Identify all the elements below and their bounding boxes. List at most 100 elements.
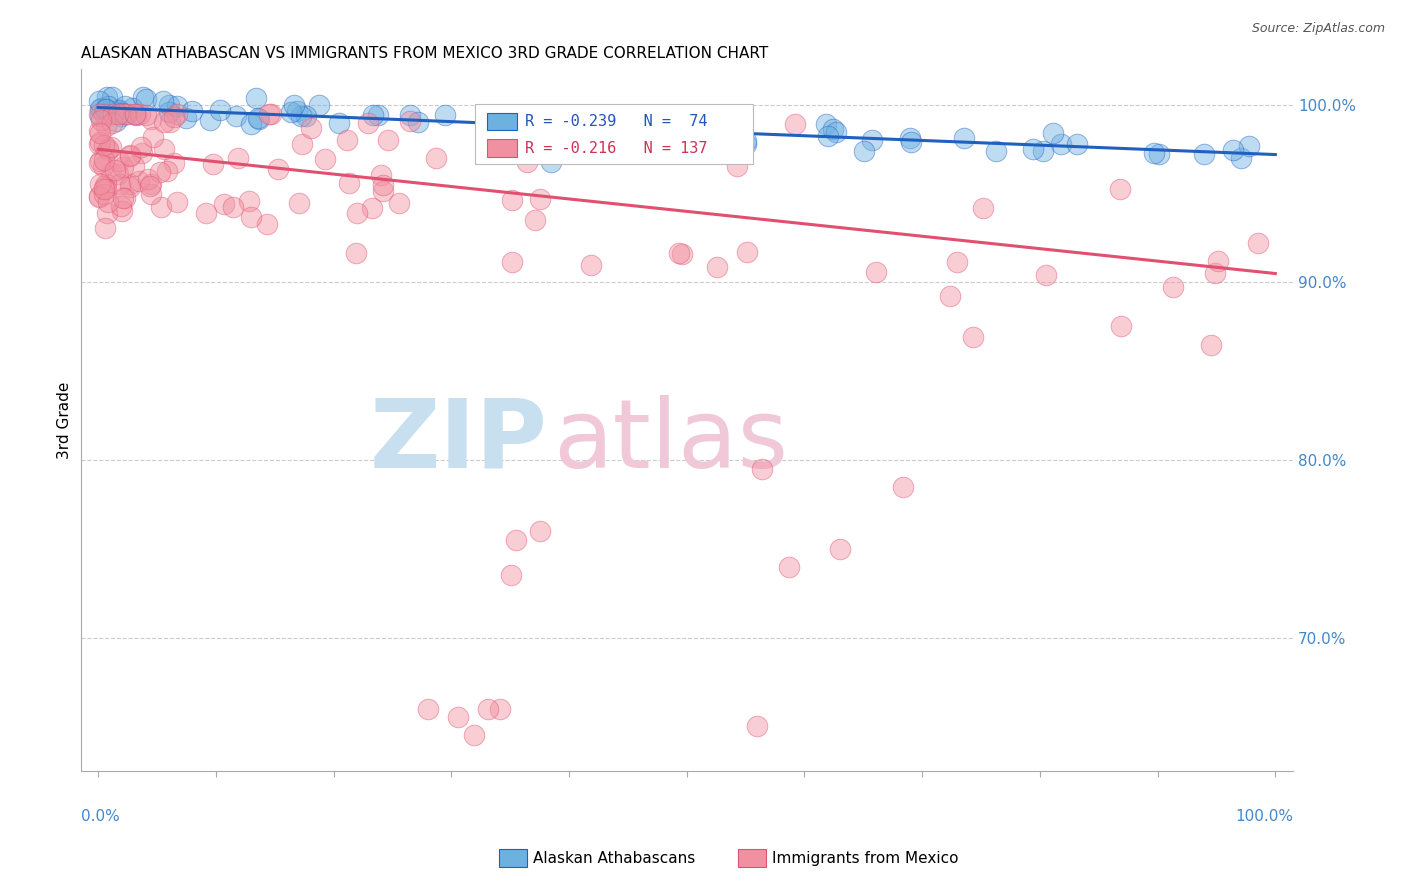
Point — [89, 190, 111, 204]
FancyBboxPatch shape — [475, 104, 754, 164]
Point — [163, 111, 186, 125]
Point — [830, 541, 852, 556]
Point — [114, 98, 136, 112]
Point — [267, 161, 290, 176]
Point — [299, 121, 322, 136]
Point — [783, 117, 806, 131]
Point — [107, 167, 129, 181]
Point — [1222, 143, 1244, 157]
Point — [93, 182, 115, 196]
Text: Source: ZipAtlas.com: Source: ZipAtlas.com — [1251, 22, 1385, 36]
Point — [447, 710, 470, 724]
Point — [94, 102, 117, 116]
Point — [156, 164, 179, 178]
Point — [107, 106, 129, 120]
Point — [290, 109, 312, 123]
Point — [501, 193, 523, 207]
Point — [120, 149, 142, 163]
Text: 0.0%: 0.0% — [80, 809, 120, 824]
Point — [1066, 136, 1088, 151]
Point — [1206, 254, 1229, 268]
Point — [501, 255, 523, 269]
Point — [107, 103, 129, 118]
Point — [388, 196, 411, 211]
Point — [176, 111, 198, 125]
Point — [671, 246, 693, 260]
Point — [247, 111, 270, 125]
Point — [104, 162, 127, 177]
Point — [97, 194, 120, 209]
Point — [1111, 319, 1133, 334]
Point — [89, 101, 111, 115]
Point — [370, 169, 392, 183]
Point — [96, 90, 118, 104]
Point — [283, 98, 305, 112]
Point — [150, 200, 173, 214]
Point — [121, 101, 143, 115]
Point — [89, 106, 111, 120]
Point — [291, 136, 314, 151]
Point — [238, 194, 260, 208]
Point — [735, 134, 758, 148]
Point — [129, 106, 152, 120]
Point — [89, 189, 111, 203]
Point — [668, 245, 690, 260]
Point — [377, 133, 399, 147]
Point — [166, 106, 188, 120]
Point — [865, 265, 887, 279]
Point — [153, 115, 176, 129]
Point — [295, 109, 318, 123]
Point — [93, 180, 115, 194]
Point — [367, 107, 389, 121]
Point — [373, 184, 395, 198]
Point — [260, 106, 283, 120]
Point — [1237, 138, 1260, 153]
Point — [540, 154, 562, 169]
Point — [89, 154, 111, 169]
Point — [159, 115, 181, 129]
Point — [107, 103, 129, 118]
Point — [222, 200, 245, 214]
Point — [1149, 146, 1171, 161]
Point — [142, 129, 165, 144]
Point — [225, 109, 247, 123]
Point — [529, 524, 551, 538]
Point — [153, 143, 176, 157]
Point — [139, 186, 162, 201]
Text: ALASKAN ATHABASCAN VS IMMIGRANTS FROM MEXICO 3RD GRADE CORRELATION CHART: ALASKAN ATHABASCAN VS IMMIGRANTS FROM ME… — [80, 46, 768, 62]
Bar — [486, 112, 517, 130]
Point — [93, 138, 115, 153]
Point — [202, 157, 225, 171]
Point — [1247, 236, 1270, 251]
Point — [104, 103, 127, 118]
Point — [1199, 338, 1222, 352]
Point — [132, 90, 155, 104]
Point — [524, 212, 547, 227]
Point — [853, 144, 876, 158]
Point — [972, 201, 994, 215]
Point — [166, 99, 188, 113]
Point — [357, 116, 380, 130]
Point — [110, 109, 132, 123]
Point — [735, 244, 758, 259]
Point — [118, 148, 141, 162]
Point — [139, 178, 162, 193]
Point — [103, 106, 125, 120]
Point — [166, 194, 188, 209]
Text: R = -0.239   N =  74: R = -0.239 N = 74 — [526, 114, 709, 129]
Point — [579, 258, 602, 272]
Point — [1143, 145, 1166, 160]
Point — [706, 260, 728, 275]
Point — [371, 178, 394, 192]
Point — [240, 117, 263, 131]
Point — [1035, 268, 1057, 282]
Point — [141, 177, 163, 191]
Point — [89, 177, 111, 191]
Point — [157, 105, 180, 120]
Point — [163, 155, 186, 169]
Point — [946, 255, 969, 269]
Point — [89, 109, 111, 123]
Point — [779, 559, 801, 574]
Point — [135, 108, 157, 122]
Point — [96, 120, 118, 134]
